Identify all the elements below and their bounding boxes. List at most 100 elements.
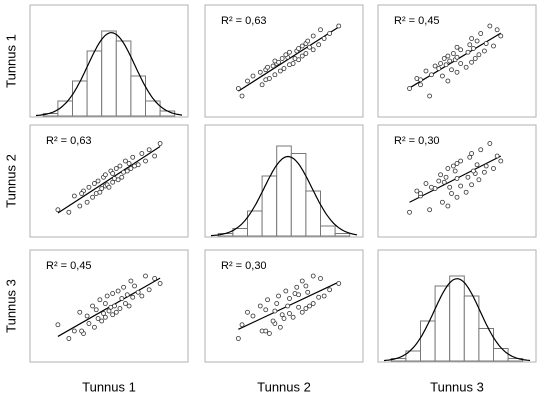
scatter-point <box>106 184 112 190</box>
scatter-point <box>250 313 256 319</box>
scatter-point <box>449 191 454 196</box>
scatter-point <box>454 69 460 75</box>
scatter-point <box>436 66 442 71</box>
scatter-point <box>494 153 500 159</box>
histogram-bar <box>493 348 509 362</box>
y-axis-label: Tunnus 1 <box>3 34 18 88</box>
x-axis-label: Tunnus 3 <box>430 379 484 394</box>
scatter-point <box>235 86 241 91</box>
scatter-point <box>467 154 473 160</box>
scatter-point <box>245 78 250 84</box>
scatter-point <box>86 184 92 190</box>
scatter-point <box>290 61 296 66</box>
scatter-point <box>445 203 451 209</box>
scatter-point <box>106 308 112 314</box>
scatter-point <box>469 36 475 41</box>
scatter-point <box>438 172 443 178</box>
scatter-point <box>112 303 117 309</box>
scatter-point <box>277 324 283 330</box>
scatter-point <box>102 314 108 320</box>
scatter-point <box>450 51 456 56</box>
scatter-point <box>281 66 287 71</box>
scatter-point <box>478 147 484 153</box>
scatter-point <box>310 47 316 53</box>
scatter-point <box>445 166 451 171</box>
scatter-point <box>458 47 464 53</box>
scatter-point <box>93 307 99 313</box>
scatter-point <box>292 56 298 61</box>
scatter-point <box>157 281 163 286</box>
scatter-point <box>146 287 152 293</box>
scatter-point <box>471 46 476 51</box>
scatter-point <box>294 284 300 290</box>
scatter-point <box>270 318 276 324</box>
scatter-point <box>310 33 316 39</box>
scatter-point <box>97 297 103 303</box>
scatter-point <box>119 174 125 180</box>
scatter-point <box>452 168 458 174</box>
r-squared-label: R² = 0,63 <box>46 135 92 147</box>
scatter-point <box>263 77 269 83</box>
r-squared-label: R² = 0,30 <box>394 135 440 147</box>
scatter-point <box>95 178 101 184</box>
scatter-point <box>257 303 263 309</box>
scatter-point <box>481 169 487 175</box>
panel-frame <box>204 4 364 118</box>
histogram-bar <box>334 233 351 237</box>
scatter-point <box>310 273 316 279</box>
scatter-point <box>71 193 77 199</box>
scatter-point <box>281 316 287 321</box>
scatter-point <box>443 174 449 180</box>
scatter-point <box>423 181 429 186</box>
scatter-point <box>443 62 449 68</box>
histogram-bar <box>420 320 436 362</box>
x-axis-label: Tunnus 1 <box>82 379 136 394</box>
scatter-point <box>327 31 333 36</box>
scatter-point <box>423 68 429 74</box>
scatter-point <box>123 158 128 164</box>
scatter-point <box>110 291 116 296</box>
scatter-point <box>407 209 412 215</box>
histogram-bar <box>101 30 117 117</box>
scatter-point <box>128 166 134 171</box>
scatter-point <box>321 36 327 41</box>
scatter-point <box>481 48 487 54</box>
scatter-point <box>274 301 280 306</box>
scatter-point <box>458 183 464 189</box>
scatter-point <box>77 309 83 315</box>
histogram-bar <box>145 100 161 117</box>
scatter-point <box>135 289 141 295</box>
panel-frame <box>377 124 537 238</box>
scatter-point <box>336 23 342 29</box>
scatter-point <box>303 283 309 289</box>
scatter-point <box>110 179 116 185</box>
scatter-point <box>307 44 312 50</box>
scatter-point <box>450 163 456 169</box>
scatter-point <box>287 49 292 55</box>
scatter-point <box>498 33 504 39</box>
scatter-point <box>447 184 453 190</box>
scatter-point <box>79 328 85 334</box>
histogram-bar <box>463 295 480 362</box>
panel-frame <box>377 4 537 118</box>
scatter-point <box>124 168 130 174</box>
scatter-point <box>454 161 460 166</box>
panel-frame <box>204 249 364 363</box>
scatter-point <box>318 27 323 33</box>
scatter-point <box>432 63 438 69</box>
scatter-point <box>474 38 480 44</box>
panel-frame <box>29 249 189 363</box>
scatter-point <box>316 42 322 48</box>
scatter-point <box>126 161 132 166</box>
scatter-point <box>469 151 475 156</box>
scatter-point <box>290 314 296 320</box>
scatter-point <box>476 52 482 58</box>
scatter-point <box>429 72 434 78</box>
normal-curve <box>383 278 531 362</box>
scatter-point <box>130 294 136 300</box>
scatter-point <box>439 199 445 205</box>
scatter-point <box>299 43 305 49</box>
scatter-point <box>316 294 322 300</box>
scatter-point <box>305 38 311 44</box>
scatter-point <box>472 56 478 61</box>
